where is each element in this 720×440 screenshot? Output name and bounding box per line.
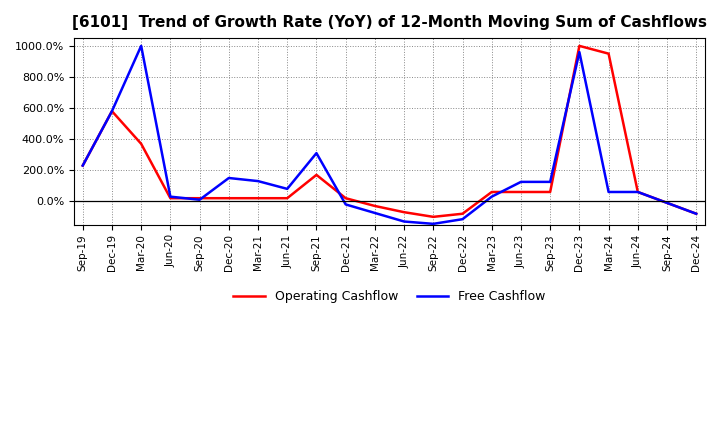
Operating Cashflow [604,51,613,56]
Operating Cashflow [166,195,175,201]
Free Cashflow [371,210,379,216]
Free Cashflow [634,189,642,194]
Operating Cashflow [107,109,116,114]
Free Cashflow [662,200,671,205]
Free Cashflow [78,163,87,168]
Operating Cashflow [692,211,701,216]
Free Cashflow [225,176,233,181]
Operating Cashflow [458,211,467,216]
Operating Cashflow [662,200,671,205]
Free Cashflow [400,219,408,224]
Free Cashflow [107,109,116,114]
Free Cashflow [195,197,204,202]
Operating Cashflow [487,189,496,194]
Operating Cashflow [517,189,526,194]
Legend: Operating Cashflow, Free Cashflow: Operating Cashflow, Free Cashflow [228,285,551,308]
Operating Cashflow [195,195,204,201]
Free Cashflow [341,202,350,207]
Free Cashflow [575,49,584,55]
Operating Cashflow [429,214,438,220]
Operating Cashflow [400,209,408,215]
Free Cashflow [604,189,613,194]
Line: Operating Cashflow: Operating Cashflow [83,46,696,217]
Free Cashflow [166,194,175,199]
Operating Cashflow [575,43,584,48]
Title: [6101]  Trend of Growth Rate (YoY) of 12-Month Moving Sum of Cashflows: [6101] Trend of Growth Rate (YoY) of 12-… [72,15,707,30]
Operating Cashflow [253,195,262,201]
Free Cashflow [253,179,262,184]
Operating Cashflow [312,172,321,177]
Operating Cashflow [546,189,554,194]
Operating Cashflow [78,163,87,168]
Operating Cashflow [283,195,292,201]
Operating Cashflow [137,141,145,147]
Free Cashflow [546,179,554,184]
Free Cashflow [137,43,145,48]
Free Cashflow [692,211,701,216]
Operating Cashflow [371,203,379,209]
Operating Cashflow [634,189,642,194]
Line: Free Cashflow: Free Cashflow [83,46,696,224]
Free Cashflow [429,221,438,227]
Free Cashflow [283,186,292,191]
Free Cashflow [312,150,321,156]
Free Cashflow [517,179,526,184]
Operating Cashflow [225,195,233,201]
Free Cashflow [487,194,496,199]
Free Cashflow [458,216,467,222]
Operating Cashflow [341,195,350,201]
